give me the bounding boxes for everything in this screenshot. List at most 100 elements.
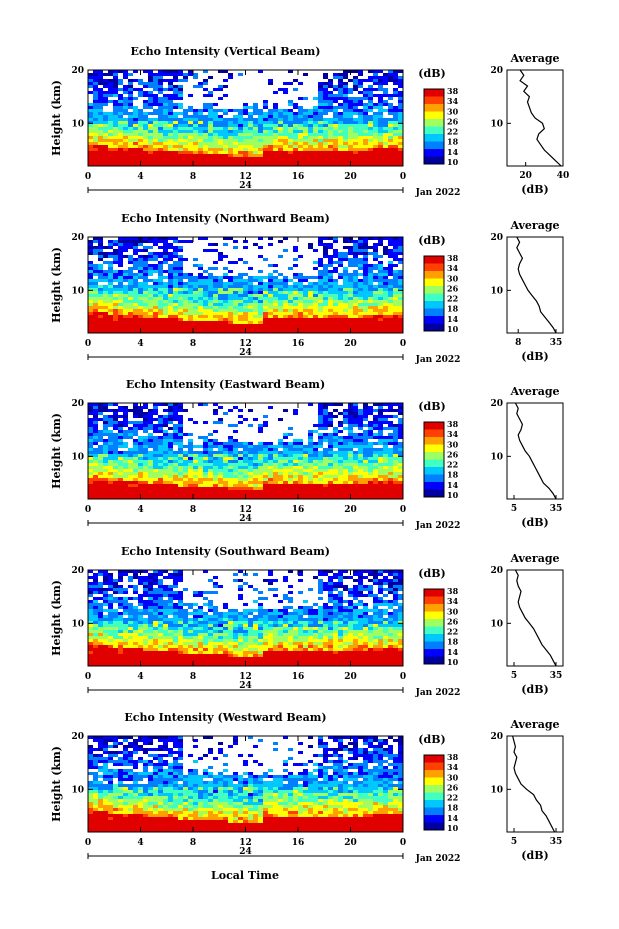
heatmap-cell xyxy=(258,288,263,291)
heatmap-cell xyxy=(173,454,178,457)
heatmap-cell xyxy=(128,496,133,499)
heatmap-cell xyxy=(193,264,198,267)
heatmap-cell xyxy=(318,472,323,475)
heatmap-cell xyxy=(198,330,203,333)
heatmap-cell xyxy=(248,133,253,136)
heatmap-cell xyxy=(298,445,303,448)
heatmap-cell xyxy=(88,133,93,136)
heatmap-cell xyxy=(113,79,118,82)
heatmap-cell xyxy=(143,100,148,103)
heatmap-cell xyxy=(333,327,338,330)
heatmap-cell xyxy=(193,288,198,291)
heatmap-cell xyxy=(143,312,148,315)
heatmap-cell xyxy=(88,451,93,454)
heatmap-cell xyxy=(213,243,218,246)
heatmap-cell xyxy=(298,315,303,318)
heatmap-cell xyxy=(133,421,138,424)
heatmap-cell xyxy=(343,297,348,300)
heatmap-cell xyxy=(123,315,128,318)
heatmap-cell xyxy=(303,469,308,472)
heatmap-cell xyxy=(168,442,173,445)
heatmap-cell xyxy=(198,463,203,466)
heatmap-cell xyxy=(348,415,353,418)
heatmap-cell xyxy=(373,312,378,315)
heatmap-cell xyxy=(148,118,153,121)
heatmap-cell xyxy=(333,430,338,433)
heatmap-cell xyxy=(283,148,288,151)
heatmap-cell xyxy=(398,246,403,249)
heatmap-cell xyxy=(368,133,373,136)
heatmap-cell xyxy=(183,285,188,288)
heatmap-cell xyxy=(353,139,358,142)
heatmap-cell xyxy=(348,490,353,493)
heatmap-cell xyxy=(183,330,188,333)
heatmap-cell xyxy=(213,457,218,460)
heatmap-cell xyxy=(113,451,118,454)
heatmap-cell xyxy=(343,475,348,478)
heatmap-cell xyxy=(163,327,168,330)
heatmap-cell xyxy=(108,457,113,460)
heatmap-cell xyxy=(158,475,163,478)
heatmap-cell xyxy=(383,154,388,157)
heatmap-cell xyxy=(338,460,343,463)
heatmap-cell xyxy=(98,115,103,118)
heatmap-cell xyxy=(358,154,363,157)
heatmap-cell xyxy=(288,294,293,297)
heatmap-cell xyxy=(393,475,398,478)
colorbar-tick-label: 30 xyxy=(447,439,459,449)
heatmap-cell xyxy=(268,327,273,330)
heatmap-cell xyxy=(168,297,173,300)
heatmap-cell xyxy=(238,118,243,121)
heatmap-cell xyxy=(393,466,398,469)
heatmap-cell xyxy=(383,127,388,130)
heatmap-cell xyxy=(178,154,183,157)
heatmap-cell xyxy=(183,115,188,118)
heatmap-cell xyxy=(343,315,348,318)
heatmap-cell xyxy=(353,415,358,418)
heatmap-cell xyxy=(383,409,388,412)
heatmap-cell xyxy=(398,451,403,454)
heatmap-cell xyxy=(193,133,198,136)
heatmap-cell xyxy=(363,466,368,469)
heatmap-cell xyxy=(348,412,353,415)
heatmap-cell xyxy=(123,300,128,303)
heatmap-cell xyxy=(113,252,118,255)
heatmap-cell xyxy=(328,139,333,142)
heatmap-cell xyxy=(388,424,393,427)
heatmap-cell xyxy=(188,142,193,145)
heatmap-cell xyxy=(283,276,288,279)
heatmap-cell xyxy=(283,88,288,91)
heatmap-cell xyxy=(213,282,218,285)
heatmap-cell xyxy=(393,300,398,303)
heatmap-cell xyxy=(373,157,378,160)
heatmap-cell xyxy=(388,457,393,460)
heatmap-cell xyxy=(318,418,323,421)
heatmap-cells xyxy=(88,403,403,499)
heatmap-cell xyxy=(248,324,253,327)
heatmap-cell xyxy=(93,291,98,294)
heatmap-cell xyxy=(183,457,188,460)
heatmap-cell xyxy=(313,127,318,130)
heatmap-cell xyxy=(148,270,153,273)
heatmap-cell xyxy=(383,306,388,309)
heatmap-cell xyxy=(108,288,113,291)
heatmap-cell xyxy=(93,457,98,460)
heatmap-cell xyxy=(238,133,243,136)
heatmap-cell xyxy=(343,330,348,333)
heatmap-cell xyxy=(103,418,108,421)
heatmap-cell xyxy=(143,91,148,94)
heatmap-cell xyxy=(368,118,373,121)
heatmap-cell xyxy=(333,85,338,88)
heatmap-cell xyxy=(353,291,358,294)
heatmap-cell xyxy=(363,97,368,100)
heatmap-cell xyxy=(148,148,153,151)
heatmap-cell xyxy=(183,454,188,457)
heatmap-cell xyxy=(223,306,228,309)
heatmap-cell xyxy=(213,136,218,139)
heatmap-cell xyxy=(153,240,158,243)
heatmap-cell xyxy=(88,124,93,127)
heatmap-cell xyxy=(223,469,228,472)
heatmap-cell xyxy=(323,103,328,106)
x-tick-label: 0 xyxy=(400,339,406,349)
heatmap-cell xyxy=(368,448,373,451)
